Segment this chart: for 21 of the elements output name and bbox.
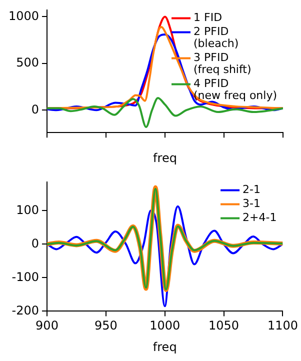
y-tick-label: 0: [31, 102, 39, 116]
y-tick-label: 1000: [8, 8, 39, 23]
legend-label: 4 PFID (new freq only): [194, 77, 277, 102]
legend-label: 2 PFID (bleach): [194, 25, 239, 50]
legend-label: 2+4-1: [242, 211, 277, 224]
y-tick-label: -100: [12, 270, 39, 284]
x-tick-label: 1050: [208, 318, 240, 333]
x-axis-title: freq: [153, 150, 177, 165]
legend-label: 3-1: [242, 197, 261, 210]
x-tick-label: 1100: [267, 318, 298, 333]
y-tick-label: 0: [31, 236, 39, 250]
y-tick-label: 500: [16, 56, 39, 70]
legend-label: 1 FID: [194, 11, 222, 24]
x-tick-label: 1000: [150, 318, 180, 333]
legend-label: 3 PFID (freq shift): [194, 51, 252, 76]
x-axis-title: freq: [152, 340, 177, 354]
y-tick-label: 100: [16, 202, 39, 217]
x-tick-label: 950: [94, 318, 118, 333]
legend-label: 2-1: [242, 183, 261, 196]
x-tick-label: 900: [36, 318, 58, 333]
y-tick-label: -200: [12, 303, 39, 318]
